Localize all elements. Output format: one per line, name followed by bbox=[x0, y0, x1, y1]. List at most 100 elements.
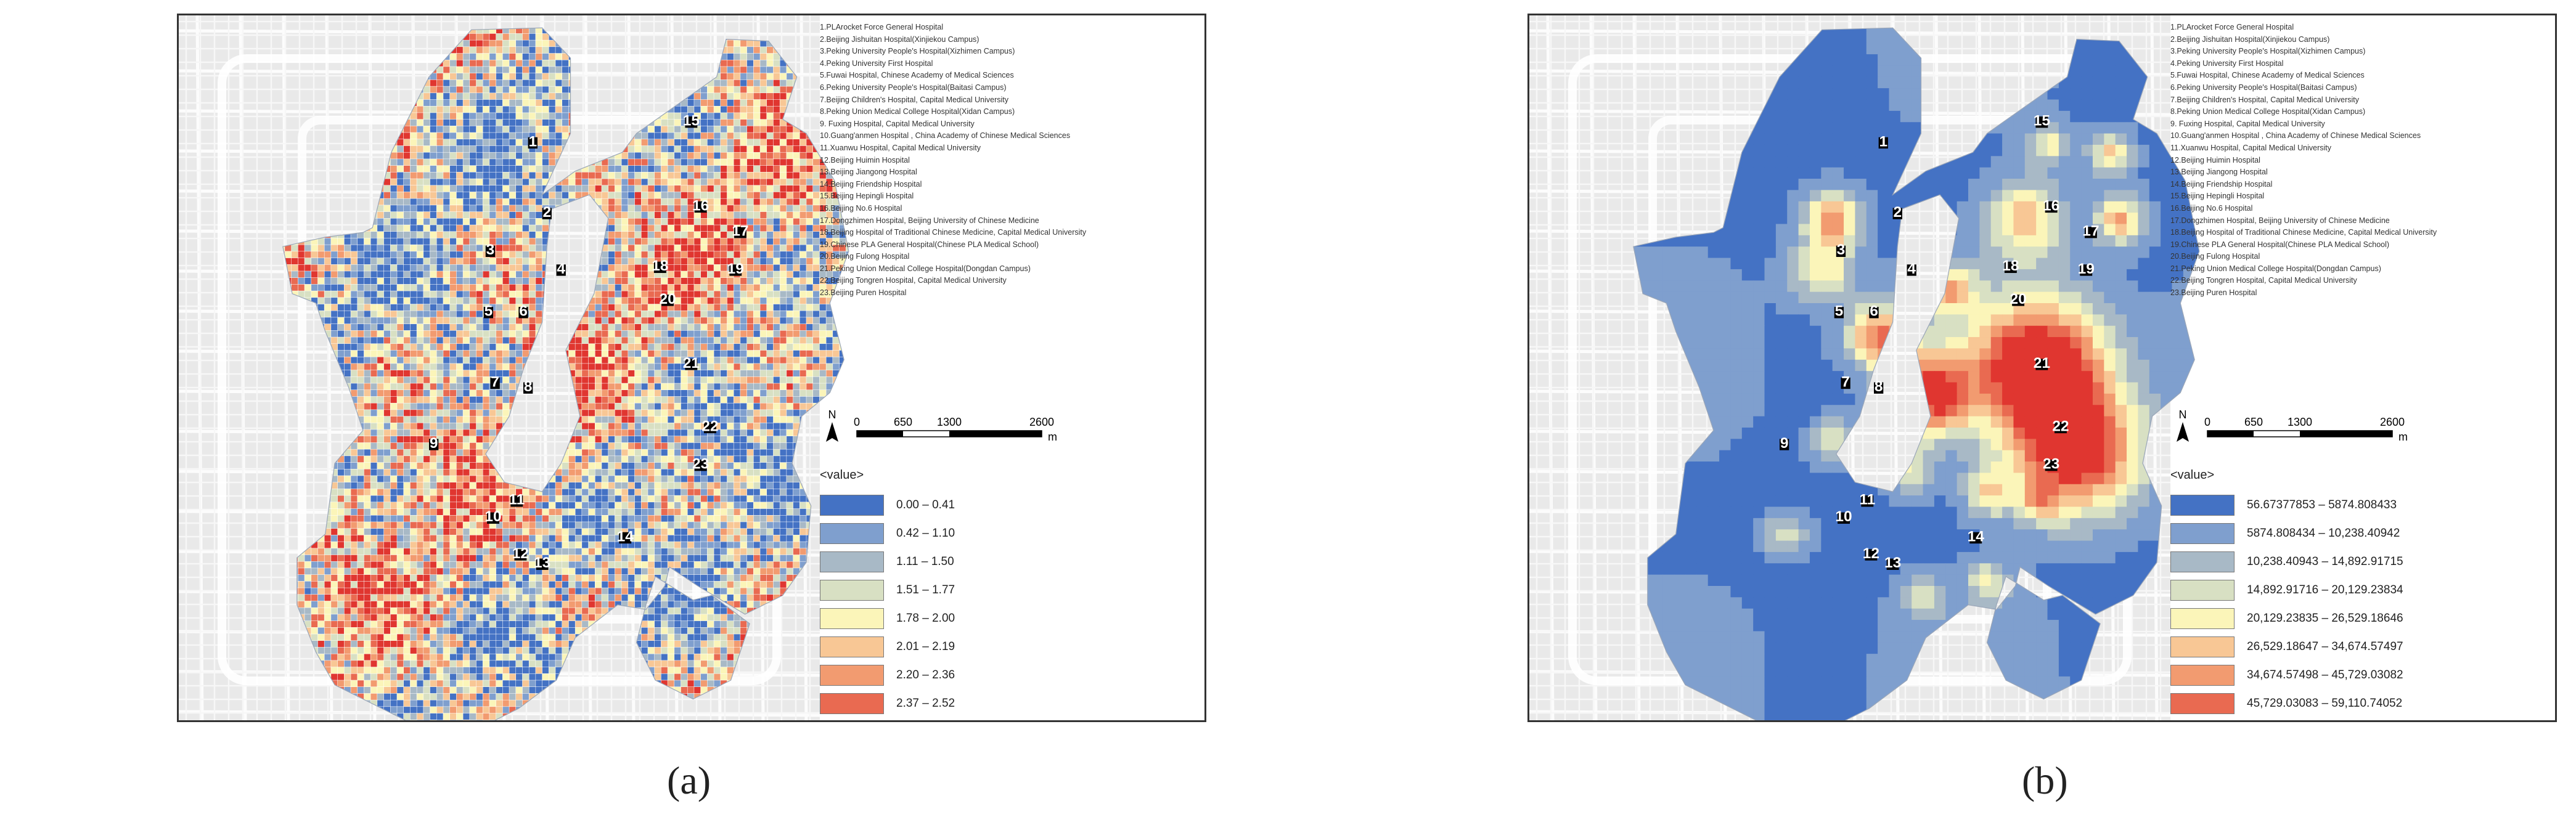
legend-swatch bbox=[2170, 523, 2235, 544]
hospital-list-item: 9. Fuxing Hospital, Capital Medical Univ… bbox=[820, 119, 975, 128]
legend-swatch bbox=[820, 551, 884, 572]
hospital-list-item: 3.Peking University People's Hospital(Xi… bbox=[820, 47, 1015, 56]
hospital-marker-label: 8 bbox=[524, 378, 533, 395]
legend-swatch bbox=[2170, 551, 2235, 572]
legend-label: 2.37 – 2.52 bbox=[896, 697, 955, 710]
hospital-marker-label: 4 bbox=[1907, 261, 1916, 277]
hospital-marker: 1 bbox=[528, 133, 538, 150]
legend-label: 2.20 – 2.36 bbox=[896, 669, 955, 681]
hospital-marker: 19 bbox=[2078, 261, 2095, 277]
hospital-marker: 1 bbox=[1878, 133, 1888, 150]
hospital-list-item: 12.Beijing Huimin Hospital bbox=[820, 155, 910, 165]
hospital-marker-label: 5 bbox=[1835, 303, 1844, 320]
hospital-list-item: 11.Xuanwu Hospital, Capital Medical Univ… bbox=[2170, 143, 2331, 152]
hospital-marker-label: 19 bbox=[2078, 261, 2095, 277]
hospital-marker-label: 20 bbox=[659, 291, 676, 307]
hospital-marker-label: 20 bbox=[2010, 291, 2026, 307]
legend-label: 34,674.57498 – 45,729.03082 bbox=[2247, 669, 2403, 681]
legend-label: 1.11 – 1.50 bbox=[896, 555, 954, 568]
scale-unit-label: m bbox=[1048, 431, 1057, 443]
hospital-list-item: 19.Chinese PLA General Hospital(Chinese … bbox=[820, 240, 1039, 249]
scale-tick-label: 1300 bbox=[2288, 416, 2312, 428]
legend-label: 5874.808434 – 10,238.40942 bbox=[2247, 527, 2400, 540]
legend-swatch bbox=[2170, 580, 2235, 601]
legend-label: 1.78 – 2.00 bbox=[896, 612, 955, 625]
hospital-marker: 5 bbox=[1834, 303, 1844, 320]
legend-label: 56.67377853 – 5874.808433 bbox=[2247, 498, 2397, 511]
legend-swatch bbox=[2170, 608, 2235, 629]
hospital-marker: 21 bbox=[683, 355, 700, 372]
scale-tick-label: 650 bbox=[2244, 416, 2263, 428]
hospital-marker: 12 bbox=[512, 545, 529, 562]
hospital-list-item: 19.Chinese PLA General Hospital(Chinese … bbox=[2170, 240, 2390, 249]
hospital-marker-label: 4 bbox=[557, 261, 565, 277]
hospital-marker: 20 bbox=[659, 291, 676, 307]
hospital-marker: 9 bbox=[1780, 435, 1789, 452]
hospital-marker-label: 16 bbox=[692, 197, 709, 214]
hospital-marker-label: 15 bbox=[683, 113, 700, 129]
hospital-marker-label: 2 bbox=[542, 204, 551, 221]
legend-title-a: <value> bbox=[820, 468, 864, 482]
hospital-marker: 15 bbox=[683, 113, 700, 129]
hospital-marker-label: 11 bbox=[509, 492, 525, 508]
hospital-marker-label: 3 bbox=[1837, 242, 1846, 258]
scale-bar: N 0 650 1300 2600 m bbox=[2177, 408, 2408, 443]
hospital-marker: 20 bbox=[2010, 291, 2026, 307]
hospital-marker: 18 bbox=[2002, 258, 2019, 274]
hospital-list-item: 9. Fuxing Hospital, Capital Medical Univ… bbox=[2170, 119, 2325, 128]
hospital-marker: 4 bbox=[1907, 261, 1916, 277]
legend-label: 0.00 – 0.41 bbox=[896, 498, 955, 511]
hospital-marker: 16 bbox=[2043, 197, 2059, 214]
hospital-marker: 9 bbox=[429, 435, 439, 452]
hospital-marker-label: 8 bbox=[1875, 378, 1883, 395]
hospital-list-item: 21.Peking Union Medical College Hospital… bbox=[2170, 264, 2381, 273]
hospital-list-item: 1.PLArocket Force General Hospital bbox=[2170, 23, 2294, 31]
legend-label: 20,129.23835 – 26,529.18646 bbox=[2247, 612, 2403, 625]
hospital-marker: 13 bbox=[1884, 555, 1901, 571]
hospital-marker: 11 bbox=[1859, 492, 1875, 508]
hospital-marker-label: 7 bbox=[1841, 373, 1850, 390]
scale-tick-label: 2600 bbox=[1029, 416, 1054, 428]
hospital-marker-label: 13 bbox=[1884, 555, 1901, 571]
hospital-list-item: 11.Xuanwu Hospital, Capital Medical Univ… bbox=[820, 143, 981, 152]
hospital-marker-label: 1 bbox=[1879, 133, 1887, 150]
hospital-list-b: 1.PLArocket Force General Hospital 2.Beij… bbox=[2170, 22, 2546, 299]
hospital-marker-label: 1 bbox=[528, 133, 537, 150]
hospital-marker-label: 9 bbox=[430, 435, 438, 452]
legend-swatch bbox=[820, 523, 884, 544]
hospital-list-item: 2.Beijing Jishuitan Hospital(Xinjiekou C… bbox=[2170, 35, 2330, 44]
hospital-marker-label: 17 bbox=[732, 223, 748, 240]
hospital-list-item: 21.Peking Union Medical College Hospital… bbox=[820, 264, 1031, 273]
legend-swatch bbox=[2170, 665, 2235, 686]
hospital-list-item: 22.Beijing Tongren Hospital, Capital Med… bbox=[820, 276, 1007, 285]
legend-swatch bbox=[820, 580, 884, 601]
hospital-list-item: 12.Beijing Huimin Hospital bbox=[2170, 155, 2260, 165]
hospital-marker: 7 bbox=[490, 373, 500, 390]
hospital-marker: 6 bbox=[518, 303, 528, 320]
hospital-marker: 11 bbox=[509, 492, 525, 508]
hospital-marker-label: 16 bbox=[2043, 197, 2059, 214]
hospital-list-item: 13.Beijing Jiangong Hospital bbox=[820, 168, 917, 177]
hospital-list-item: 7.Beijing Children's Hospital, Capital M… bbox=[820, 95, 1008, 104]
hospital-marker: 14 bbox=[617, 528, 634, 545]
legend-label: 10,238.40943 – 14,892.91715 bbox=[2247, 555, 2403, 568]
hospital-list-a: 1.PLArocket Force General Hospital 2.Beij… bbox=[820, 22, 1196, 299]
legend-label: 0.42 – 1.10 bbox=[896, 527, 955, 540]
hospital-marker-label: 7 bbox=[491, 373, 499, 390]
hospital-marker-label: 23 bbox=[2043, 456, 2059, 473]
hospital-marker: 2 bbox=[1892, 204, 1902, 221]
hospital-marker-label: 9 bbox=[1780, 435, 1789, 452]
hospital-marker-label: 6 bbox=[1870, 303, 1878, 320]
legend-swatch bbox=[2170, 693, 2235, 714]
hospital-marker: 22 bbox=[701, 418, 718, 434]
hospital-list-item: 18.Beijing Hospital of Traditional Chine… bbox=[2170, 228, 2437, 237]
hospital-list-item: 8.Peking Union Medical College Hospital(… bbox=[820, 107, 1015, 116]
hospital-list-item: 18.Beijing Hospital of Traditional Chine… bbox=[820, 228, 1087, 237]
hospital-list-item: 5.Fuwai Hospital, Chinese Academy of Med… bbox=[820, 71, 1014, 80]
hospital-list-item: 7.Beijing Children's Hospital, Capital M… bbox=[2170, 95, 2359, 104]
scale-bar: N 0 650 1300 2600 m bbox=[826, 408, 1057, 443]
hospital-marker-label: 21 bbox=[683, 355, 700, 372]
hospital-marker-label: 13 bbox=[534, 555, 550, 571]
legend-label: 26,529.18647 – 34,674.57497 bbox=[2247, 640, 2403, 653]
hospital-marker-label: 6 bbox=[519, 303, 528, 320]
